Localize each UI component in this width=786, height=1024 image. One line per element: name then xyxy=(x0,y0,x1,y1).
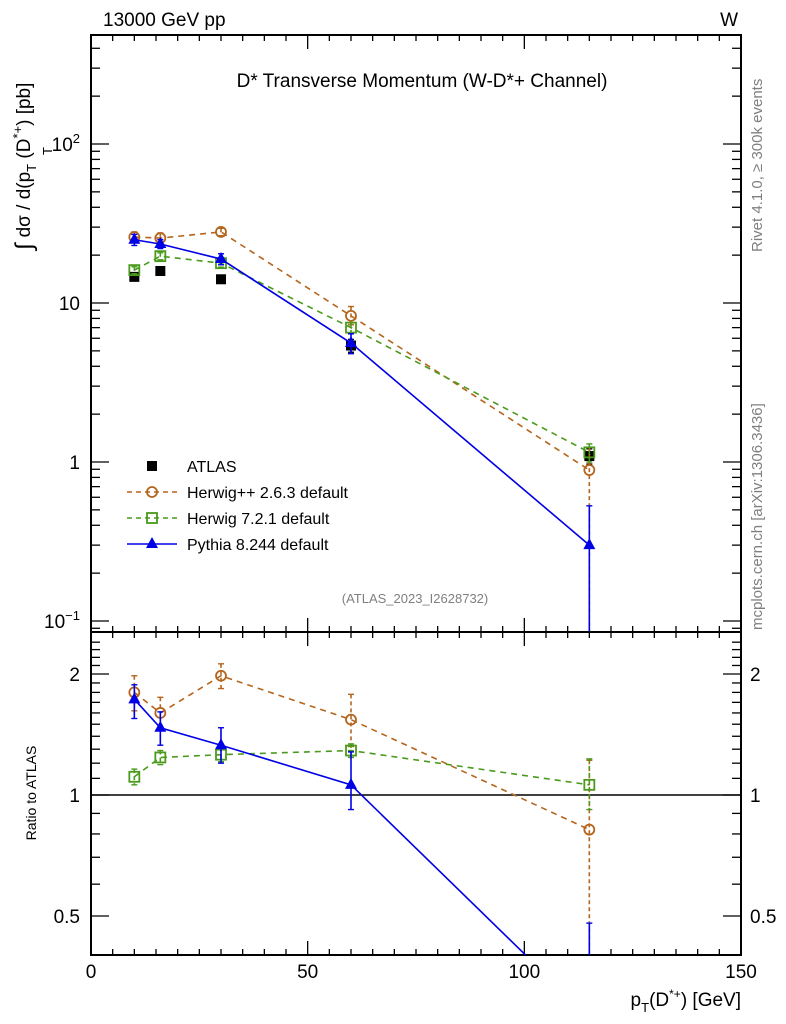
ratio-point-herwig-2-6-3-default xyxy=(583,823,596,836)
ratio-line-herwig-7-2-1-default xyxy=(133,749,590,786)
legend-label: Herwig 7.2.1 default xyxy=(187,511,330,528)
main-point-pythia-8-244-default xyxy=(345,336,357,348)
ratio-y-tick-label: 1 xyxy=(69,786,80,807)
ratio-plot-panel: 0 50 100 150 0.5 0.5 1 1 2 2 xyxy=(54,631,776,1021)
ratio-point-pythia-8-244-default xyxy=(154,720,167,732)
ratio-point-herwig-2-6-3-default xyxy=(345,713,357,726)
ratio-point-pythia-8-244-default xyxy=(345,777,357,789)
main-point-herwig-2-6-3-default xyxy=(345,309,357,322)
y-tick-label: 10 xyxy=(59,294,80,315)
legend-item: ATLAS xyxy=(147,459,237,476)
y-tick-label: 10−1 xyxy=(44,608,80,633)
x-tick-label: 50 xyxy=(297,962,318,983)
main-point-pythia-8-244-default xyxy=(583,538,596,550)
chart-title: D* Transverse Momentum (W-D*+ Channel) xyxy=(237,71,608,92)
main-point-herwig-7-2-1-default xyxy=(345,321,357,334)
ratio-y-axis-label: Ratio to ATLAS xyxy=(23,746,39,841)
main-point-pythia-8-244-default xyxy=(154,237,167,249)
ratio-y-tick-label: 2 xyxy=(69,665,80,686)
ratio-point-herwig-7-2-1-default xyxy=(583,778,596,791)
ratio-line-herwig-2-6-3-default xyxy=(133,674,590,831)
main-point-herwig-7-2-1-default xyxy=(128,264,141,277)
x-tick-label: 0 xyxy=(86,962,97,983)
ratio-y-tick-label-right: 2 xyxy=(750,665,761,686)
ratio-y-tick-label: 0.5 xyxy=(54,907,80,928)
ratio-point-pythia-8-244-default xyxy=(215,738,227,750)
main-series-group xyxy=(128,226,596,632)
ratio-series-group xyxy=(128,663,596,1021)
main-point-herwig-2-6-3-default xyxy=(215,226,227,238)
ratio-y-tick-label-right: 1 xyxy=(750,786,761,807)
rivet-label: Rivet 4.1.0, ≥ 300k events xyxy=(749,79,766,252)
main-point-herwig-7-2-1-default xyxy=(154,250,167,263)
legend-marker xyxy=(146,486,158,498)
legend-label: Pythia 8.244 default xyxy=(187,537,329,554)
source-label: mcplots.cern.ch [arXiv:1306.3436] xyxy=(749,403,766,630)
main-point-atlas xyxy=(129,271,140,282)
ratio-plot-frame xyxy=(90,631,742,956)
y-tick-label: 1 xyxy=(69,453,80,474)
x-axis-label: pT(D*+) [GeV] xyxy=(631,987,741,1015)
main-point-herwig-7-2-1-default xyxy=(583,446,596,459)
main-y-axis-label-subscript: T xyxy=(40,147,55,155)
svg-text:∫dσ / d(pT (D*+) [pb]: ∫dσ / d(pT (D*+) [pb] xyxy=(10,83,39,252)
legend-label: ATLAS xyxy=(187,459,237,476)
legend-marker xyxy=(146,537,158,548)
legend-marker xyxy=(146,512,158,524)
process-label: W xyxy=(720,10,738,31)
main-y-axis-label: ∫dσ / d(pT (D*+) [pb] xyxy=(10,83,39,252)
main-point-atlas xyxy=(155,265,166,276)
ratio-point-herwig-2-6-3-default xyxy=(215,669,227,682)
main-point-atlas xyxy=(216,274,226,285)
ratio-point-herwig-7-2-1-default xyxy=(154,751,167,764)
x-tick-label: 150 xyxy=(725,962,757,983)
svg-text:pT(D*+) [GeV]: pT(D*+) [GeV] xyxy=(631,987,741,1015)
main-point-pythia-8-244-default xyxy=(128,232,141,244)
analysis-id: (ATLAS_2023_I2628732) xyxy=(342,591,488,606)
legend-marker xyxy=(147,461,157,471)
x-tick-label: 100 xyxy=(508,962,540,983)
legend-label: Herwig++ 2.6.3 default xyxy=(187,485,349,502)
main-plot-panel: 10−1 1 10 102 xyxy=(44,34,742,955)
ratio-point-pythia-8-244-default xyxy=(583,1010,595,1021)
legend-item: Herwig++ 2.6.3 default xyxy=(127,485,349,502)
main-point-pythia-8-244-default xyxy=(215,252,227,264)
legend-item: Pythia 8.244 default xyxy=(127,537,329,554)
main-line-herwig-2-6-3-default xyxy=(134,231,590,471)
legend-item: Herwig 7.2.1 default xyxy=(127,511,330,528)
main-point-herwig-2-6-3-default xyxy=(583,464,596,476)
ratio-point-pythia-8-244-default xyxy=(128,692,141,704)
ratio-point-herwig-7-2-1-default xyxy=(128,770,141,783)
y-tick-label: 102 xyxy=(52,131,80,156)
legend: ATLAS Herwig++ 2.6.3 default Herwig 7.2.1 … xyxy=(127,459,349,554)
main-line-herwig-7-2-1-default xyxy=(133,255,590,454)
ratio-y-tick-label-right: 0.5 xyxy=(750,907,776,928)
energy-label: 13000 GeV pp xyxy=(103,10,226,31)
